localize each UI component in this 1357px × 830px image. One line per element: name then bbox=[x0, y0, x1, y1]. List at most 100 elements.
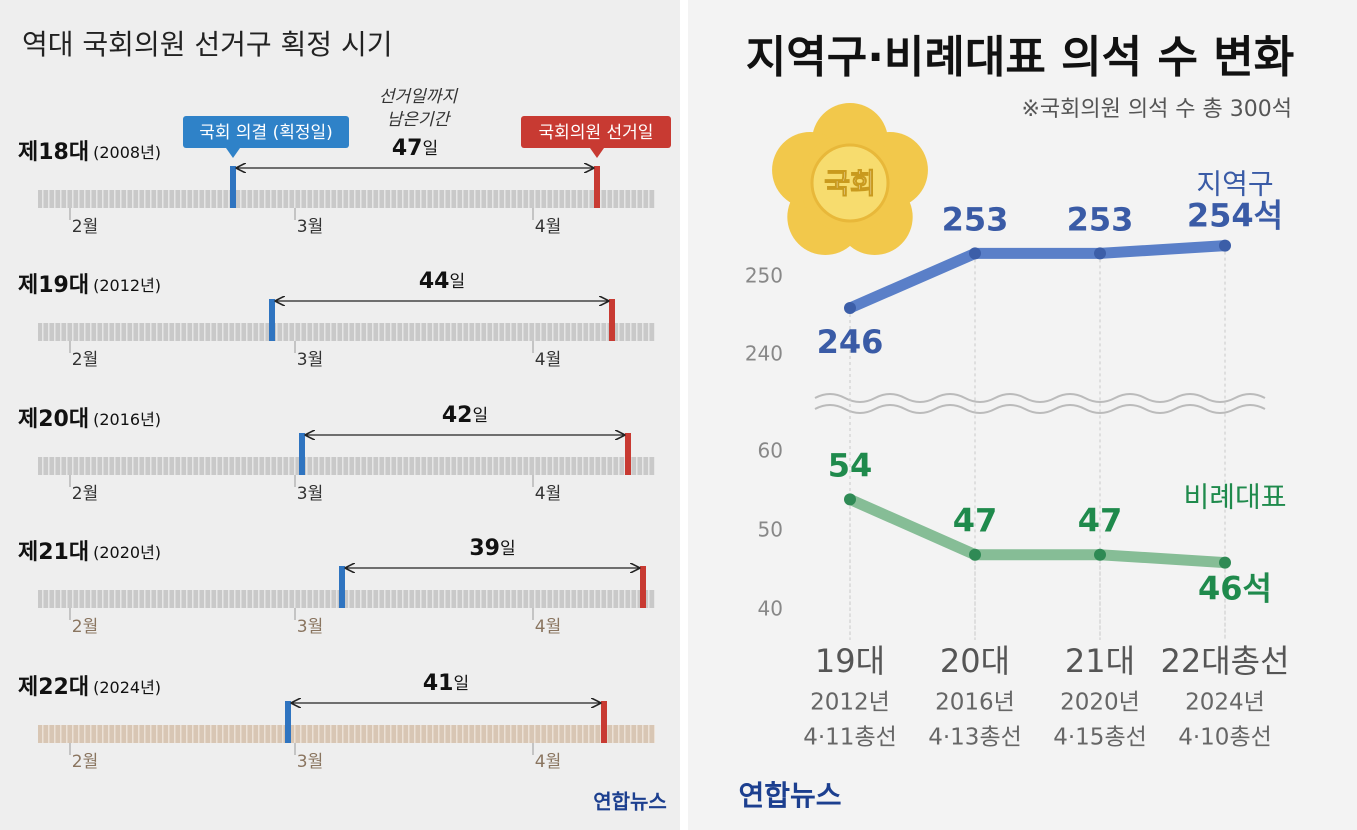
value-label: 47 bbox=[1078, 502, 1123, 540]
days-value: 42 bbox=[442, 403, 473, 428]
days-value: 44 bbox=[419, 269, 450, 294]
decision-callout: 국회 의결 (획정일) bbox=[199, 123, 333, 143]
x-tick-sublabel: 4·10총선 bbox=[1178, 725, 1272, 751]
value-label: 47 bbox=[953, 502, 998, 540]
x-tick-sublabel: 2012년 bbox=[810, 690, 890, 716]
emblem-text: 국회 bbox=[824, 167, 876, 200]
point bbox=[969, 247, 981, 260]
series-line bbox=[844, 493, 1231, 569]
month-label: 2월 bbox=[72, 350, 98, 370]
month-label: 2월 bbox=[72, 617, 98, 637]
month-label: 2월 bbox=[72, 484, 98, 504]
month-label: 3월 bbox=[297, 752, 323, 772]
timeline-bar bbox=[38, 190, 655, 208]
series-name: 비례대표 bbox=[1183, 481, 1286, 514]
interval-days: 41일 bbox=[423, 671, 469, 696]
x-tick-sublabel: 4·13총선 bbox=[928, 725, 1022, 751]
election-marker bbox=[601, 701, 607, 743]
interval-days: 42일 bbox=[442, 403, 488, 428]
month-label: 3월 bbox=[297, 617, 323, 637]
decision-marker bbox=[285, 701, 291, 743]
row-label: 제20대 (2016년) bbox=[18, 407, 161, 432]
days-unit: 일 bbox=[453, 674, 469, 694]
x-tick-sublabel: 2020년 bbox=[1060, 690, 1140, 716]
x-tick-label: 20대 bbox=[940, 642, 1010, 680]
days-unit: 일 bbox=[472, 406, 488, 426]
y-tick-label: 60 bbox=[758, 439, 783, 463]
decision-marker bbox=[299, 433, 305, 475]
decision-callout-box bbox=[183, 116, 349, 148]
x-tick-sublabel: 2024년 bbox=[1185, 690, 1265, 716]
point bbox=[1219, 556, 1231, 569]
interval-days: 39일 bbox=[469, 536, 515, 561]
logo: 연합뉴스 bbox=[738, 779, 841, 812]
interval-days: 47일 bbox=[392, 136, 438, 161]
y-tick-label: 50 bbox=[758, 518, 783, 542]
point bbox=[1219, 239, 1231, 252]
emblem: 국회 bbox=[772, 103, 928, 255]
days-value: 41 bbox=[423, 671, 454, 696]
x-tick-sublabel: 4·15총선 bbox=[1053, 725, 1147, 751]
y2-tick-label: 250 bbox=[745, 263, 783, 287]
value-label: 254석 bbox=[1187, 197, 1283, 235]
election-marker bbox=[640, 566, 646, 608]
y2-tick-label: 240 bbox=[745, 341, 783, 365]
month-label: 4월 bbox=[535, 217, 561, 237]
logo: 연합뉴스 bbox=[593, 790, 667, 814]
row-term: 제22대 bbox=[18, 675, 89, 700]
row-label: 제21대 (2020년) bbox=[18, 540, 161, 565]
month-label: 2월 bbox=[72, 217, 98, 237]
days-value: 47 bbox=[392, 136, 423, 161]
x-tick-label: 22대총선 bbox=[1160, 642, 1289, 680]
left-title: 역대 국회의원 선거구 획정 시기 bbox=[22, 28, 392, 61]
row-label: 제22대 (2024년) bbox=[18, 675, 161, 700]
days-unit: 일 bbox=[422, 139, 438, 159]
election-callout-box bbox=[521, 116, 671, 148]
month-label: 2월 bbox=[72, 752, 98, 772]
timeline-bar bbox=[38, 457, 655, 475]
axis-break bbox=[814, 393, 1266, 414]
remaining-label: 남은기간 bbox=[387, 110, 452, 130]
month-label: 3월 bbox=[297, 350, 323, 370]
days-unit: 일 bbox=[500, 539, 516, 559]
election-marker bbox=[609, 299, 615, 341]
row-term: 제18대 bbox=[18, 140, 89, 165]
x-tick-label: 19대 bbox=[815, 642, 885, 680]
month-label: 3월 bbox=[297, 484, 323, 504]
chart-subtitle: ※국회의원 의석 수 총 300석 bbox=[1021, 97, 1292, 122]
decision-callout-pointer bbox=[226, 148, 240, 158]
value-label: 253 bbox=[1067, 200, 1134, 238]
row-year: (2008년) bbox=[93, 143, 161, 162]
point bbox=[1094, 548, 1106, 561]
x-tick-sublabel: 4·11총선 bbox=[803, 725, 897, 751]
row-label: 제19대 (2012년) bbox=[18, 273, 161, 298]
election-marker bbox=[625, 433, 631, 475]
y-tick-label: 40 bbox=[758, 597, 783, 621]
row-year: (2012년) bbox=[93, 276, 161, 295]
series-name: 지역구 bbox=[1196, 168, 1273, 201]
x-tick-label: 21대 bbox=[1065, 642, 1135, 680]
point bbox=[844, 493, 856, 506]
x-tick-sublabel: 2016년 bbox=[935, 690, 1015, 716]
month-label: 4월 bbox=[535, 350, 561, 370]
decision-marker bbox=[269, 299, 275, 341]
month-label: 4월 bbox=[535, 752, 561, 772]
timeline-bar bbox=[38, 323, 655, 341]
row-term: 제21대 bbox=[18, 540, 89, 565]
month-label: 4월 bbox=[535, 617, 561, 637]
value-label: 54 bbox=[828, 446, 873, 484]
month-label: 3월 bbox=[297, 217, 323, 237]
value-label: 253 bbox=[942, 200, 1009, 238]
decision-marker bbox=[339, 566, 345, 608]
timeline-bar bbox=[38, 590, 655, 608]
days-value: 39 bbox=[469, 536, 500, 561]
row-year: (2016년) bbox=[93, 410, 161, 429]
decision-marker bbox=[230, 166, 236, 208]
point bbox=[844, 302, 856, 314]
value-label: 246 bbox=[817, 323, 884, 361]
interval-days: 44일 bbox=[419, 269, 465, 294]
row-year: (2024년) bbox=[93, 678, 161, 697]
election-callout: 국회의원 선거일 bbox=[539, 123, 654, 143]
days-unit: 일 bbox=[449, 272, 465, 292]
